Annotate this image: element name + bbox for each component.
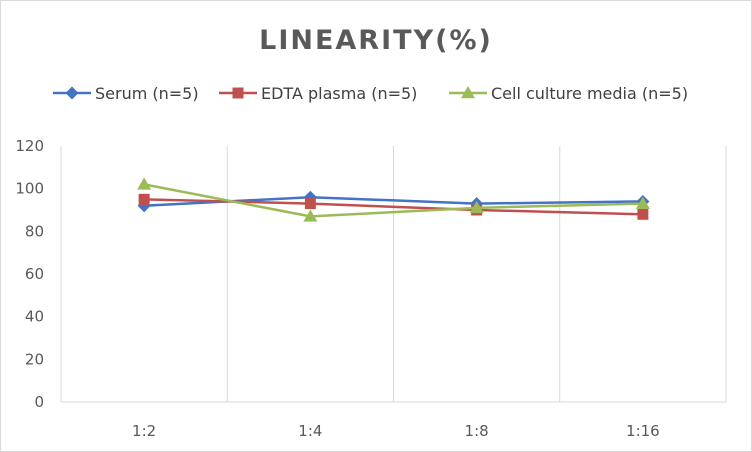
y-tick-label: 100 [15,180,44,198]
y-tick-label: 120 [15,137,44,155]
data-point [304,198,316,210]
data-point [137,177,152,190]
series-3 [137,177,650,222]
legend-marker [65,86,79,100]
legend-label: EDTA plasma (n=5) [261,84,417,103]
y-tick-label: 20 [25,350,44,368]
data-point [635,196,650,209]
series-line [143,183,643,218]
chart-title: LINEARITY(%) [259,25,493,56]
data-point [469,200,484,214]
series-layer [137,177,650,222]
x-axis: 1:2 1:4 1:8 1:16 [132,422,660,440]
legend-item: EDTA plasma (n=5) [219,84,417,103]
x-tick-label: 1:8 [465,422,489,440]
y-tick-label: 40 [25,308,44,326]
legend: Serum (n=5) EDTA plasma (n=5) Cell culture… [53,84,688,103]
legend-item: Cell culture media (n=5) [449,84,688,103]
legend-marker [232,87,244,99]
y-tick-label: 0 [34,393,44,411]
data-point [637,208,649,220]
x-tick-label: 1:4 [298,422,322,440]
data-point [303,209,318,222]
grid [60,146,727,403]
legend-marker [461,86,475,99]
legend-item: Serum (n=5) [53,84,199,103]
y-tick-label: 60 [25,265,44,283]
x-tick-label: 1:2 [132,422,156,440]
legend-label: Cell culture media (n=5) [491,84,688,103]
data-point [138,193,150,205]
legend-label: Serum (n=5) [95,84,199,103]
y-tick-label: 80 [25,222,44,240]
y-axis: 0 20 40 60 80 100 120 [15,137,44,411]
x-tick-label: 1:16 [626,422,660,440]
